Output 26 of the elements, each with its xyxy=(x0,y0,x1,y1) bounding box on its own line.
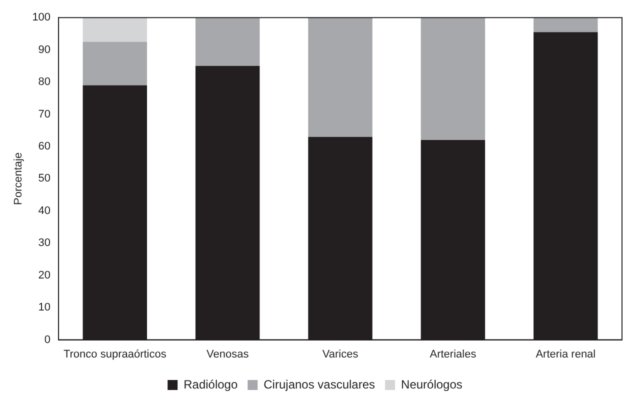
y-axis-title: Porcentaje xyxy=(12,152,25,205)
y-tick-label: 40 xyxy=(38,204,51,217)
y-tick-label: 60 xyxy=(38,140,51,153)
bar xyxy=(195,18,260,66)
bar xyxy=(534,18,598,32)
y-tick-label: 10 xyxy=(38,302,51,314)
y-tick-label: 20 xyxy=(38,269,51,282)
x-tick-label: Varices xyxy=(322,348,359,360)
legend-label: Cirujanos vasculares xyxy=(264,377,376,392)
legend-label: Neurólogos xyxy=(401,377,462,392)
bar xyxy=(82,42,148,86)
x-tick-label: Arteria renal xyxy=(536,348,596,360)
y-tick-label: 90 xyxy=(38,44,51,56)
x-tick-label: Tronco supraaórticos xyxy=(63,348,167,360)
y-tick-label: 100 xyxy=(32,12,51,24)
y-tick-label: 80 xyxy=(38,76,51,88)
y-tick-label: 0 xyxy=(44,334,51,346)
y-tick-label: 50 xyxy=(38,172,51,185)
legend-label: Radiólogo xyxy=(184,377,238,392)
bar xyxy=(82,18,148,42)
bar xyxy=(308,18,372,137)
y-tick-label: 30 xyxy=(38,237,51,250)
x-tick-label: Arteriales xyxy=(430,348,477,360)
x-tick-label: Venosas xyxy=(206,348,250,360)
y-tick-label: 70 xyxy=(38,108,51,120)
bar xyxy=(420,18,486,140)
